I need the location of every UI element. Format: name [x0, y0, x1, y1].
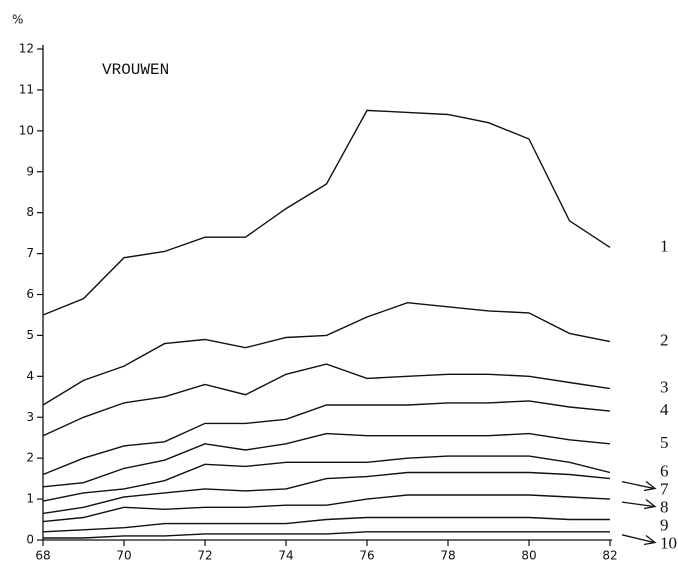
series-line: [42, 432, 611, 488]
y-tick-label: 12: [19, 42, 34, 56]
series-label: 3: [660, 378, 669, 397]
x-tick-label: 72: [197, 549, 212, 563]
y-tick-label: 8: [26, 205, 34, 219]
x-tick-label: 70: [116, 549, 131, 563]
y-axis-label: %: [12, 13, 23, 27]
series-label: 2: [660, 330, 669, 349]
y-tick-label: 1: [26, 492, 34, 506]
series-line: [42, 471, 611, 515]
x-tick-label: 68: [35, 549, 50, 563]
chart-title: VROUWEN: [102, 61, 169, 79]
label-arrowhead: [643, 480, 657, 492]
x-tick-label: 80: [521, 549, 536, 563]
label-arrow: [621, 501, 655, 508]
series-line: [42, 109, 611, 316]
label-arrow: [621, 534, 655, 544]
y-tick-label: 10: [19, 123, 34, 137]
series-label: 8: [660, 497, 669, 516]
series-line: [42, 516, 610, 533]
series-label: 4: [660, 400, 669, 419]
y-tick-label: 9: [26, 164, 34, 178]
y-tick-label: 3: [26, 410, 34, 424]
y-tick-label: 6: [26, 287, 34, 301]
series-label: 1: [660, 236, 669, 255]
series-line: [42, 494, 611, 523]
label-arrow: [621, 480, 655, 490]
series-label: 7: [660, 479, 669, 498]
series-label: 5: [660, 433, 669, 452]
x-tick-label: 74: [278, 549, 293, 563]
y-tick-label: 4: [26, 369, 34, 383]
series-line: [42, 455, 611, 502]
y-tick-label: 11: [19, 82, 34, 96]
y-tick-label: 2: [26, 451, 34, 465]
y-tick-label: 5: [26, 328, 34, 342]
series-line: [42, 301, 611, 406]
series-line: [42, 363, 611, 437]
label-arrowhead: [643, 534, 657, 546]
series-label: 6: [660, 461, 669, 480]
x-tick-label: 78: [440, 549, 455, 563]
series-line: [42, 400, 611, 476]
series-line: [43, 531, 610, 539]
y-tick-label: 7: [26, 246, 34, 260]
series-label: 9: [660, 515, 669, 534]
series-label: 10: [660, 533, 677, 552]
y-tick-label: 0: [26, 533, 34, 547]
x-tick-label: 82: [602, 549, 617, 563]
x-tick-label: 76: [359, 549, 374, 563]
label-arrowhead: [643, 498, 657, 510]
